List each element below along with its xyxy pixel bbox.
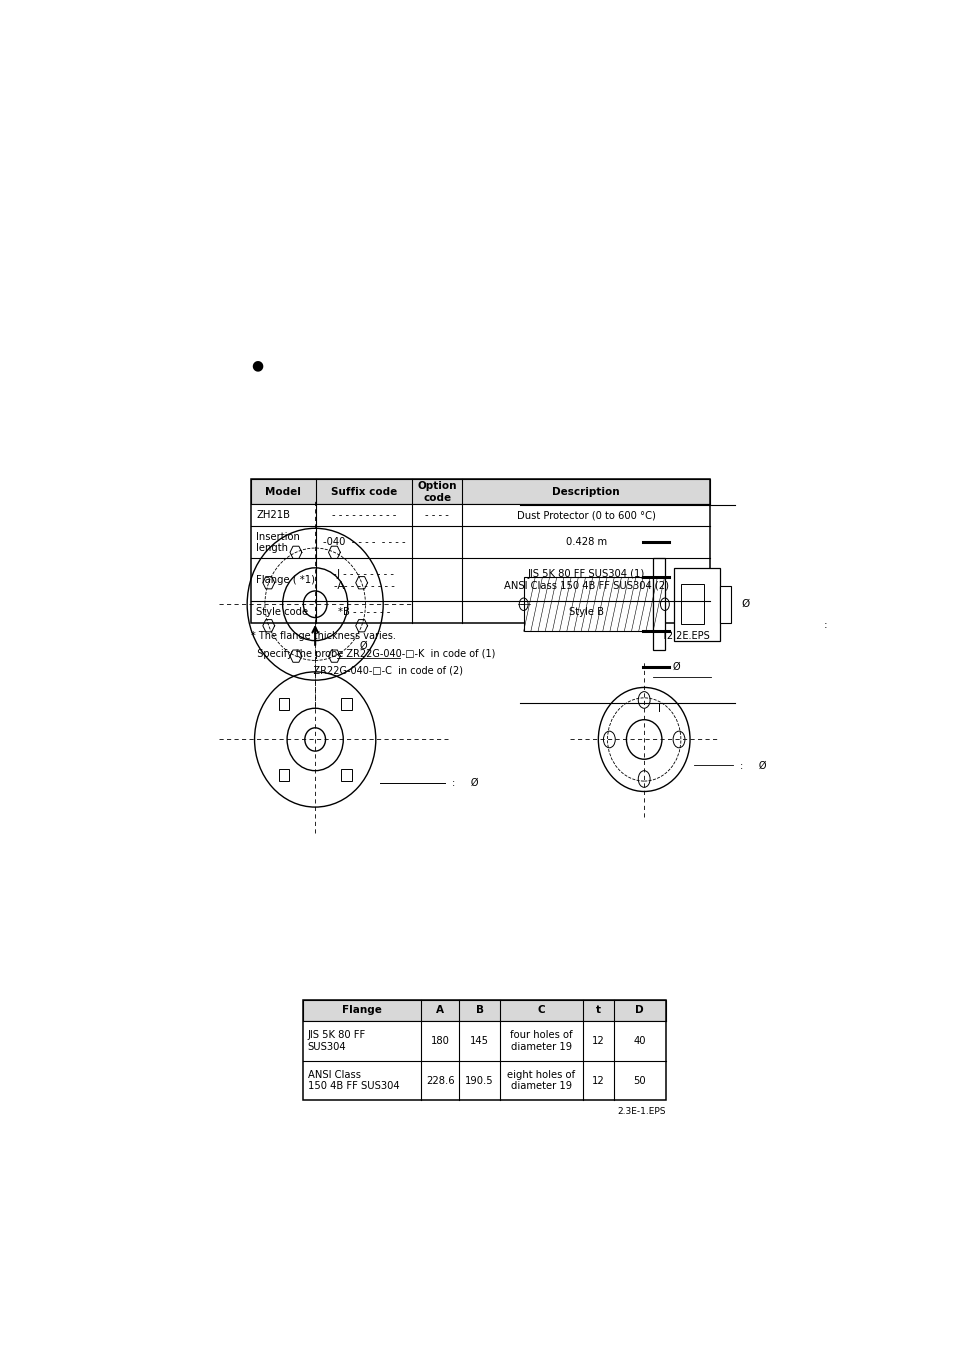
Text: D: D xyxy=(635,1005,643,1016)
Text: - - - -: - - - - xyxy=(425,511,449,520)
Text: T2.2E.EPS: T2.2E.EPS xyxy=(660,631,709,642)
Text: 2.3E-1.EPS: 2.3E-1.EPS xyxy=(617,1106,665,1116)
FancyBboxPatch shape xyxy=(302,1021,665,1061)
Text: * The flange thickness varies.: * The flange thickness varies. xyxy=(251,631,395,642)
FancyBboxPatch shape xyxy=(251,526,709,558)
Text: Suffix code: Suffix code xyxy=(331,486,396,497)
Text: t: t xyxy=(596,1005,600,1016)
Text: Ø: Ø xyxy=(359,640,367,651)
FancyBboxPatch shape xyxy=(251,601,709,623)
Text: 12: 12 xyxy=(592,1075,604,1086)
Bar xyxy=(653,558,664,650)
Text: :     Ø: : Ø xyxy=(452,778,478,788)
Text: Model: Model xyxy=(265,486,301,497)
Text: C: C xyxy=(537,1005,545,1016)
FancyBboxPatch shape xyxy=(302,1061,665,1101)
Text: Specify the probe ZR22G-040-□-K  in code of (1): Specify the probe ZR22G-040-□-K in code … xyxy=(251,648,495,659)
Text: -J - - - - - - - -
-A- - - - - - - -: -J - - - - - - - - -A- - - - - - - - xyxy=(334,569,394,590)
Text: A: A xyxy=(436,1005,444,1016)
Text: Style B: Style B xyxy=(568,607,603,617)
Text: ZH21B: ZH21B xyxy=(255,511,290,520)
Text: Option
code: Option code xyxy=(417,481,456,503)
Text: ANSI Class
150 4B FF SUS304: ANSI Class 150 4B FF SUS304 xyxy=(308,1070,399,1092)
Text: 145: 145 xyxy=(470,1036,489,1046)
Text: Insertion
length: Insertion length xyxy=(255,531,299,553)
Text: 228.6: 228.6 xyxy=(425,1075,454,1086)
Bar xyxy=(673,567,719,640)
Text: ZR22G-040-□-C  in code of (2): ZR22G-040-□-C in code of (2) xyxy=(251,666,462,676)
Text: *B - - - - - -: *B - - - - - - xyxy=(337,607,390,617)
Text: Dust Protector (0 to 600 °C): Dust Protector (0 to 600 °C) xyxy=(517,511,655,520)
Text: Flange: Flange xyxy=(341,1005,381,1016)
Text: -040  - - - -  - - - -: -040 - - - - - - - - xyxy=(322,538,405,547)
Text: JIS 5K 80 FF
SUS304: JIS 5K 80 FF SUS304 xyxy=(308,1031,366,1052)
Text: 190.5: 190.5 xyxy=(465,1075,494,1086)
Text: 12: 12 xyxy=(592,1036,604,1046)
Bar xyxy=(679,584,702,624)
Text: :: : xyxy=(823,620,826,630)
Text: - - - - - - - - - -: - - - - - - - - - - xyxy=(332,511,395,520)
Text: eight holes of
diameter 19: eight holes of diameter 19 xyxy=(507,1070,575,1092)
Text: Ø: Ø xyxy=(740,600,748,609)
Text: :     Ø: : Ø xyxy=(740,761,766,770)
Text: four holes of
diameter 19: four holes of diameter 19 xyxy=(510,1031,572,1052)
Text: Description: Description xyxy=(552,486,619,497)
FancyBboxPatch shape xyxy=(251,504,709,526)
Text: 50: 50 xyxy=(633,1075,645,1086)
FancyBboxPatch shape xyxy=(302,1000,665,1021)
Text: JIS 5K 80 FF SUS304 (1)
ANSI Class 150 4B FF SUS304 (2): JIS 5K 80 FF SUS304 (1) ANSI Class 150 4… xyxy=(503,569,668,590)
Bar xyxy=(719,585,731,623)
Text: 40: 40 xyxy=(633,1036,645,1046)
FancyBboxPatch shape xyxy=(251,480,709,504)
Text: 0.428 m: 0.428 m xyxy=(565,538,606,547)
Text: Flange ( *1): Flange ( *1) xyxy=(255,574,314,585)
Text: Ø: Ø xyxy=(672,662,679,671)
Bar xyxy=(523,577,653,631)
FancyBboxPatch shape xyxy=(251,558,709,601)
Text: B: B xyxy=(476,1005,483,1016)
Text: 180: 180 xyxy=(430,1036,449,1046)
Text: Style code: Style code xyxy=(255,607,308,617)
Text: ●: ● xyxy=(251,358,263,372)
